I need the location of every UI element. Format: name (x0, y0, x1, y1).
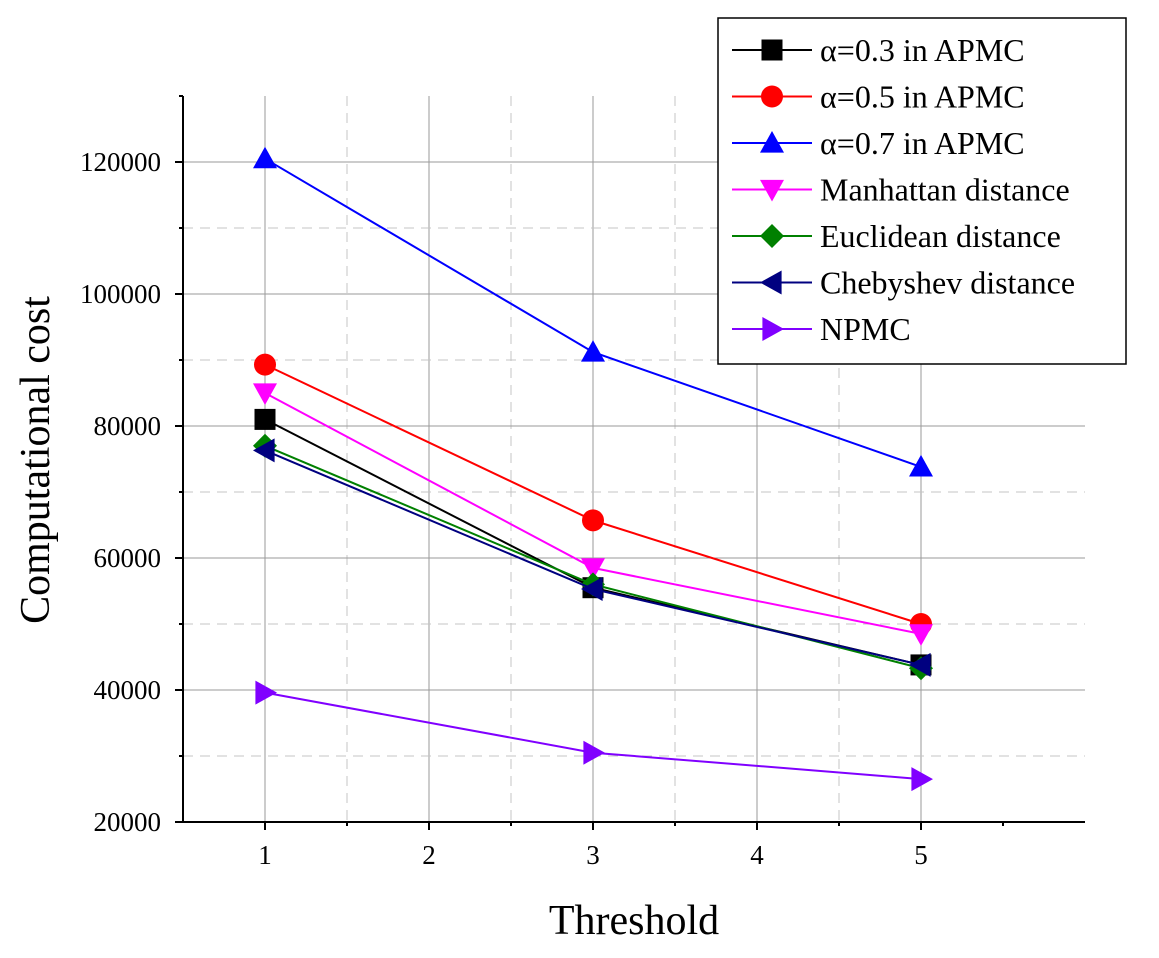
grid (183, 96, 1085, 822)
legend-item: Euclidean distance (732, 218, 1061, 254)
data-point (911, 767, 933, 792)
y-tick-label: 20000 (94, 807, 162, 837)
legend-item: Manhattan distance (732, 172, 1070, 208)
data-point (581, 340, 605, 362)
data-point (254, 408, 276, 430)
y-tick-label: 60000 (94, 543, 162, 573)
legend-label: Euclidean distance (820, 218, 1061, 254)
data-point (582, 509, 604, 532)
series-5 (253, 438, 931, 677)
legend-swatch-marker (760, 224, 784, 248)
legend-label: α=0.7 in APMC (820, 125, 1025, 161)
legend-swatch-marker (760, 179, 784, 202)
legend-label: α=0.3 in APMC (820, 32, 1025, 68)
legend-item: α=0.7 in APMC (732, 125, 1025, 161)
data-point (254, 353, 276, 376)
y-axis-title: Computational cost (13, 296, 59, 624)
data-point (253, 383, 277, 405)
legend-item: α=0.5 in APMC (732, 79, 1025, 115)
x-axis-title: Threshold (549, 898, 719, 944)
data-point (583, 740, 605, 765)
x-tick-label: 4 (750, 840, 764, 870)
y-tick-label: 100000 (80, 279, 161, 309)
data-point (255, 680, 277, 705)
data-point (253, 438, 275, 463)
series-3 (253, 383, 933, 646)
x-tick-label: 5 (914, 840, 928, 870)
data-point (909, 624, 933, 646)
y-tick-label: 40000 (94, 675, 162, 705)
series-layer (253, 146, 933, 792)
legend-swatch-marker (761, 85, 783, 108)
legend-label: NPMC (820, 311, 911, 347)
legend-label: α=0.5 in APMC (820, 79, 1025, 115)
legend-swatch-marker (760, 270, 782, 295)
legend-swatch-marker (760, 131, 784, 153)
legend-swatch-marker (762, 317, 784, 341)
legend-label: Manhattan distance (820, 172, 1070, 208)
x-tick-label: 3 (586, 840, 600, 870)
series-6 (255, 680, 933, 792)
x-tick-label: 1 (258, 840, 272, 870)
legend-swatch-marker (761, 39, 783, 61)
legend-label: Chebyshev distance (820, 265, 1075, 301)
legend-item: Chebyshev distance (732, 265, 1075, 301)
y-tick-label: 80000 (94, 411, 162, 441)
data-point (581, 577, 603, 602)
data-point (253, 146, 277, 169)
data-point (909, 454, 933, 477)
axes: 20000 40000 60000 80000 100000 120000 1 2 3 4 5 (80, 95, 1085, 870)
data-point (909, 652, 931, 677)
legend: α=0.3 in APMC α=0.5 in APMC α=0.7 in APMC M… (717, 17, 1127, 365)
legend-item: NPMC (732, 311, 911, 347)
y-tick-label: 120000 (80, 147, 161, 177)
data-point (581, 558, 605, 580)
legend-box (717, 17, 1127, 365)
x-tick-label: 2 (422, 840, 436, 870)
series-2 (253, 146, 933, 477)
legend-item: α=0.3 in APMC (732, 32, 1025, 68)
